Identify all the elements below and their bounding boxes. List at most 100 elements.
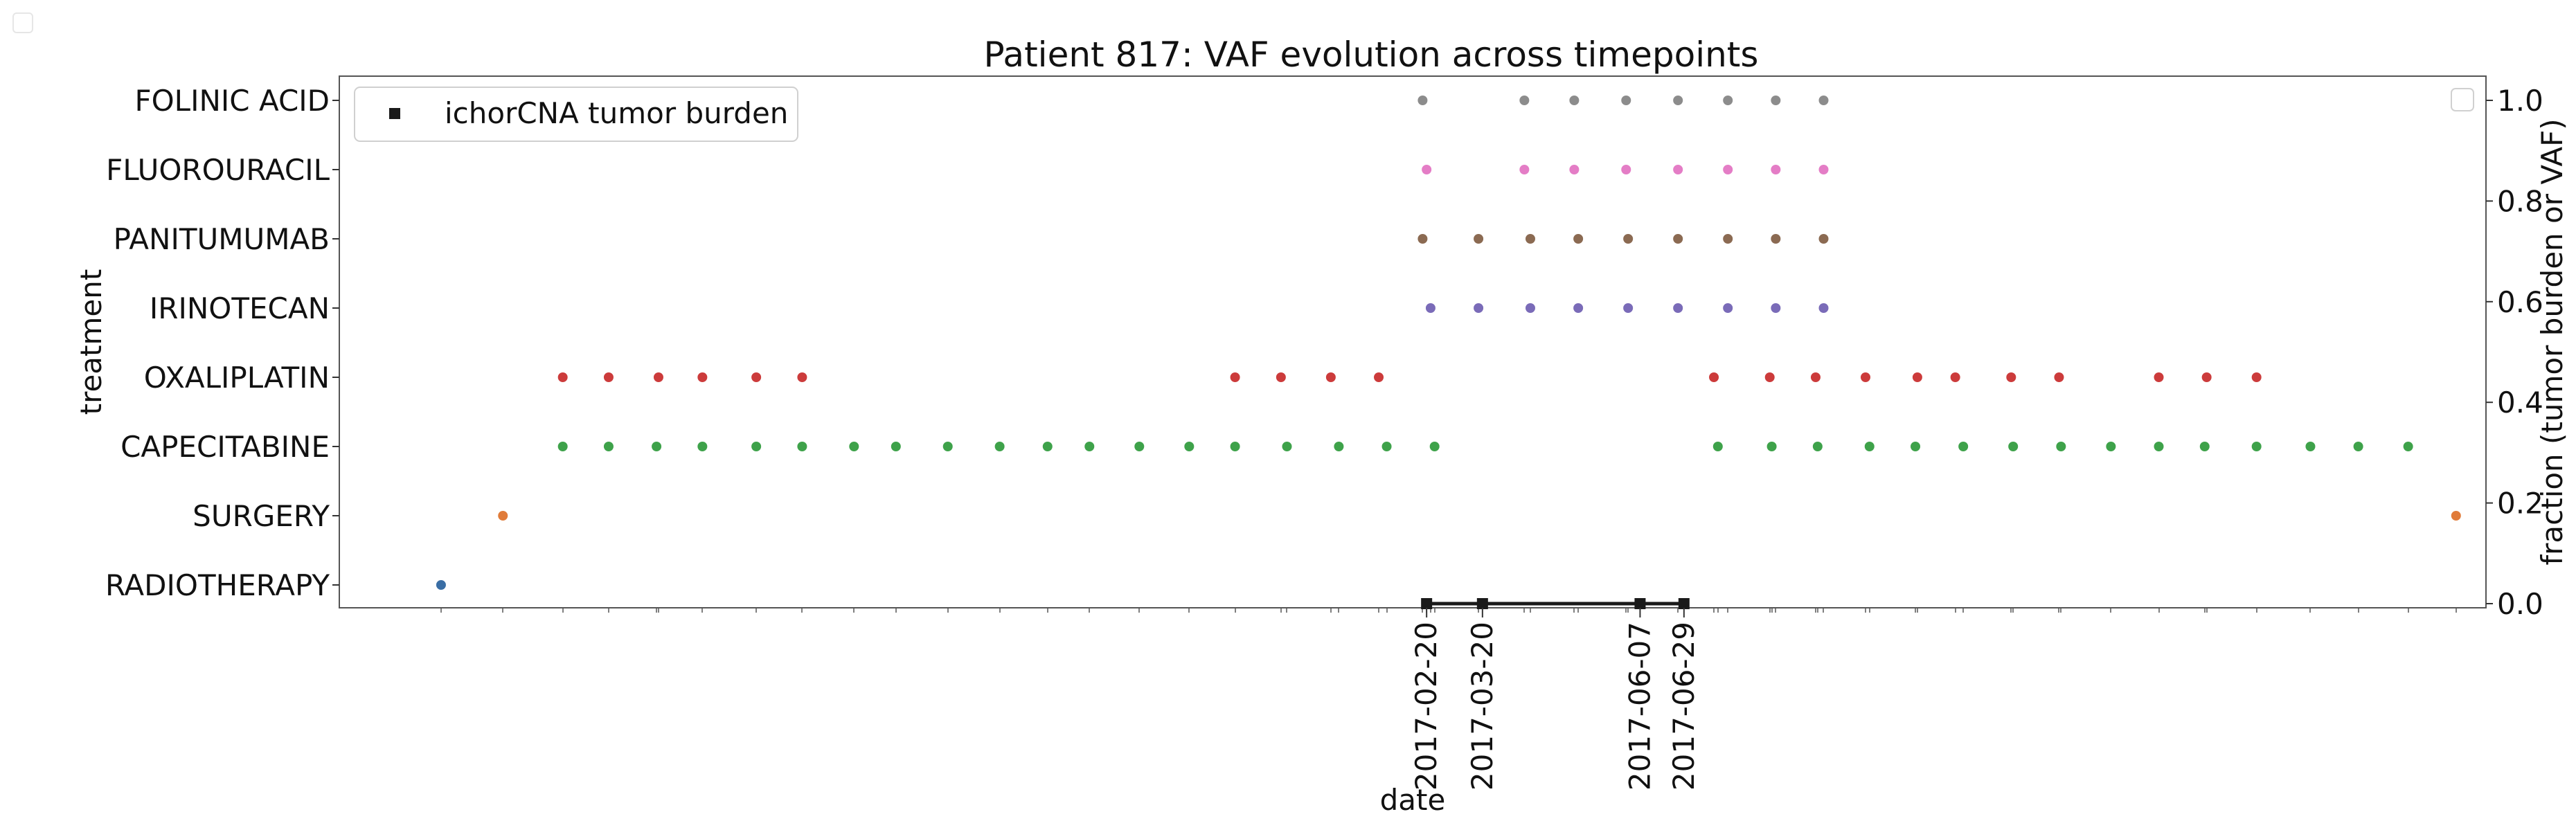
treatment-dot xyxy=(1673,234,1683,244)
treatment-dot xyxy=(1912,372,1922,382)
y-axis-label-left: treatment xyxy=(74,269,108,415)
treatment-dot xyxy=(1771,96,1781,105)
treatment-dot xyxy=(1723,96,1733,105)
treatment-dot xyxy=(2251,372,2262,382)
treatment-dot xyxy=(1525,303,1535,313)
treatment-dot xyxy=(1911,442,1921,451)
y-tick-label: FOLINIC ACID xyxy=(134,84,330,118)
tumor-burden-marker xyxy=(1476,598,1488,609)
y-tick-label: CAPECITABINE xyxy=(120,430,330,464)
treatment-dot xyxy=(2054,372,2064,382)
treatment-dot xyxy=(1623,234,1634,244)
treatment-dot xyxy=(1818,96,1829,105)
legend-box xyxy=(354,87,798,142)
treatment-dot xyxy=(2251,442,2262,451)
treatment-dot xyxy=(1573,303,1584,313)
y-tick-label: RADIOTHERAPY xyxy=(105,568,330,602)
treatment-dot xyxy=(1422,165,1432,174)
treatment-dot xyxy=(557,442,568,451)
right-legend-box xyxy=(2451,88,2474,111)
treatment-dot xyxy=(1230,442,1240,451)
treatment-dot xyxy=(1417,96,1428,105)
treatment-dot xyxy=(1764,372,1775,382)
treatment-dot xyxy=(1325,372,1336,382)
treatment-dot xyxy=(1673,165,1683,174)
treatment-dot xyxy=(1860,372,1870,382)
series-irinotecan xyxy=(1425,303,1829,313)
treatment-dot xyxy=(2305,442,2316,451)
treatment-dot xyxy=(1519,165,1530,174)
plot-area xyxy=(339,75,2487,608)
treatment-dot xyxy=(891,442,901,451)
x-tick-label: 2017-02-20 xyxy=(1409,622,1443,791)
treatment-dot xyxy=(2106,442,2116,451)
treatment-dot xyxy=(1042,442,1053,451)
tumor-burden-marker xyxy=(1421,598,1433,609)
treatment-dot xyxy=(1474,303,1484,313)
treatment-dot xyxy=(1621,96,1631,105)
series-fluorouracil xyxy=(1422,165,1829,174)
treatment-dot xyxy=(1474,234,1484,244)
treatment-dot xyxy=(1950,372,1960,382)
x-tick-label: 2017-06-07 xyxy=(1622,622,1656,791)
treatment-dot xyxy=(751,372,762,382)
treatment-dot xyxy=(603,442,614,451)
treatment-dot xyxy=(1723,165,1733,174)
treatment-dot xyxy=(2154,372,2164,382)
treatment-dot xyxy=(1621,165,1631,174)
treatment-dot xyxy=(797,372,807,382)
treatment-dot xyxy=(1958,442,1969,451)
y-tick-label: SURGERY xyxy=(193,499,330,533)
treatment-dot xyxy=(1334,442,1344,451)
treatment-dot xyxy=(1723,303,1733,313)
treatment-dot xyxy=(1519,96,1530,105)
series-folinic-acid xyxy=(1417,96,1829,105)
treatment-dot xyxy=(436,580,446,590)
treatment-dot xyxy=(751,442,762,451)
treatment-dot xyxy=(697,372,708,382)
treatment-dot xyxy=(1282,442,1292,451)
top-left-checkbox[interactable] xyxy=(12,12,33,33)
treatment-dot xyxy=(1374,372,1384,382)
legend-label: ichorCNA tumor burden xyxy=(445,96,788,130)
treatment-dot xyxy=(1864,442,1875,451)
treatment-dot xyxy=(2154,442,2164,451)
treatment-dot xyxy=(498,511,508,521)
x-axis-label: date xyxy=(1380,783,1446,817)
treatment-dot xyxy=(1429,442,1440,451)
series-capecitabine xyxy=(557,442,2413,451)
treatment-dot xyxy=(2199,442,2210,451)
treatment-dot xyxy=(994,442,1005,451)
treatment-dot xyxy=(1134,442,1145,451)
right-y-tick-label: 0.8 xyxy=(2497,184,2543,218)
treatment-dot xyxy=(557,372,568,382)
treatment-dot xyxy=(697,442,708,451)
y-tick-label: OXALIPLATIN xyxy=(144,361,330,395)
treatment-dot xyxy=(1818,234,1829,244)
treatment-dot xyxy=(653,372,663,382)
treatment-dot xyxy=(849,442,859,451)
treatment-dot xyxy=(1276,372,1286,382)
treatment-dot xyxy=(1810,372,1821,382)
treatment-dot xyxy=(1723,234,1733,244)
series-oxaliplatin xyxy=(557,372,2262,382)
x-tick-label: 2017-06-29 xyxy=(1667,622,1701,791)
treatment-dot xyxy=(1381,442,1392,451)
treatment-dot xyxy=(2008,442,2019,451)
tumor-burden-marker xyxy=(1678,598,1690,609)
treatment-dot xyxy=(603,372,614,382)
treatment-dot xyxy=(2451,511,2461,521)
treatment-dot xyxy=(2403,442,2413,451)
treatment-dot xyxy=(1812,442,1823,451)
treatment-dot xyxy=(1818,303,1829,313)
treatment-dot xyxy=(2006,372,2016,382)
treatment-dot xyxy=(1766,442,1777,451)
treatment-dot xyxy=(1771,165,1781,174)
treatment-dot xyxy=(1673,96,1683,105)
legend: ichorCNA tumor burden xyxy=(354,87,798,142)
treatment-dot xyxy=(1417,234,1428,244)
series-surgery xyxy=(498,511,2461,521)
y-tick-label: IRINOTECAN xyxy=(150,291,330,325)
y-tick-label: PANITUMUMAB xyxy=(114,222,330,256)
treatment-dot xyxy=(1712,442,1723,451)
